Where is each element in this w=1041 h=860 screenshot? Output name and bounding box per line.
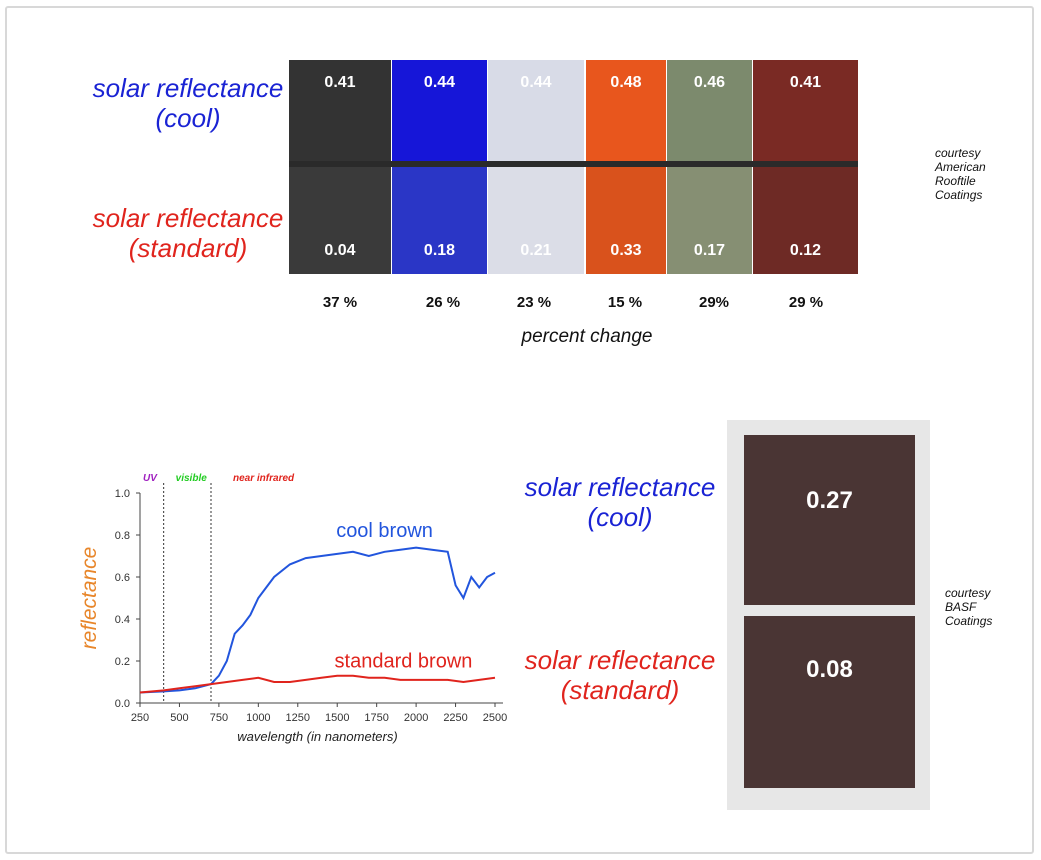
basf-standard-value: 0.08	[806, 656, 853, 683]
y-tick-label: 0.4	[115, 614, 130, 626]
courtesy-line: Rooftile	[935, 174, 976, 188]
tile-cool-value: 0.44	[423, 74, 456, 91]
tile-cool-value: 0.48	[610, 74, 642, 91]
tile-cool-value: 0.41	[789, 74, 822, 91]
basf-standard-swatch: 0.08	[744, 616, 915, 788]
tile-cool: 0.41	[753, 60, 858, 161]
x-tick-label: 250	[131, 712, 149, 724]
top-cool-label: solar reflectance (cool)	[88, 73, 288, 133]
top-standard-label: solar reflectance (standard)	[88, 203, 288, 263]
y-tick-label: 1.0	[115, 488, 130, 500]
tile-cool-value: 0.44	[520, 74, 552, 91]
x-tick-label: 2250	[443, 712, 467, 724]
region-label: visible	[176, 473, 208, 484]
x-tick-label: 750	[210, 712, 228, 724]
percent-change-value: 37 %	[322, 294, 358, 311]
tile-row-divider	[289, 161, 858, 167]
tile-cool-value: 0.41	[324, 74, 356, 91]
region-label: UV	[143, 473, 158, 484]
x-tick-label: 2000	[404, 712, 428, 724]
y-tick-label: 0.0	[115, 698, 130, 710]
tile-standard-value: 0.18	[423, 242, 456, 259]
percent-change-value: 23 %	[516, 294, 552, 311]
tile-cool-value: 0.46	[693, 74, 726, 91]
percent-change-value: 29 %	[788, 294, 824, 311]
x-tick-label: 500	[170, 712, 188, 724]
tile-standard-value: 0.21	[520, 242, 552, 259]
courtesy-line: BASF	[945, 600, 977, 614]
x-tick-label: 2500	[483, 712, 507, 724]
series-line	[139, 546, 496, 694]
basf-standard-label-line1: solar reflectance	[524, 645, 716, 675]
tile-standard-value: 0.17	[693, 242, 726, 259]
basf-cool-value: 0.27	[806, 487, 853, 514]
series-label: cool brown	[336, 520, 433, 542]
basf-standard-label: solar reflectance (standard)	[520, 645, 720, 705]
courtesy-line: courtesy	[935, 146, 981, 160]
tile-cool: 0.46	[667, 60, 752, 161]
y-tick-label: 0.8	[115, 530, 130, 542]
tile-standard: 0.04	[289, 167, 391, 274]
tile-standard: 0.12	[753, 167, 858, 274]
basf-courtesy: courtesy BASF Coatings	[945, 586, 992, 628]
tile-standard-value: 0.04	[324, 242, 356, 259]
top-cool-label-line1: solar reflectance	[92, 73, 284, 103]
basf-cool-swatch: 0.27	[744, 435, 915, 605]
tile-cool: 0.44	[488, 60, 584, 161]
percent-change-value: 29%	[698, 294, 730, 311]
tile-standard-value: 0.12	[789, 242, 822, 259]
y-tick-label: 0.2	[115, 656, 130, 668]
tile-cool: 0.44	[392, 60, 487, 161]
basf-standard-label-line2: (standard)	[560, 675, 680, 705]
top-standard-label-line2: (standard)	[128, 233, 248, 263]
courtesy-line: Coatings	[935, 188, 983, 202]
x-tick-label: 1000	[246, 712, 270, 724]
x-tick-label: 1500	[325, 712, 349, 724]
courtesy-line: Coatings	[945, 614, 993, 628]
percent-change-value: 15 %	[607, 294, 643, 311]
top-cool-label-line2: (cool)	[155, 103, 221, 133]
x-tick-label: 1250	[286, 712, 310, 724]
top-courtesy: courtesy American Rooftile Coatings	[935, 146, 986, 202]
tile-cool: 0.48	[586, 60, 666, 161]
series-line	[139, 674, 496, 694]
percent-change-label: percent change	[521, 326, 653, 347]
basf-cool-label-line1: solar reflectance	[524, 472, 716, 502]
tile-standard-value: 0.33	[610, 242, 642, 259]
courtesy-line: American	[935, 160, 986, 174]
x-tick-label: 1750	[364, 712, 388, 724]
percent-change-value: 26 %	[425, 294, 461, 311]
tile-standard: 0.18	[392, 167, 487, 274]
basf-cool-label: solar reflectance (cool)	[520, 472, 720, 532]
basf-cool-label-line2: (cool)	[587, 502, 653, 532]
tile-standard: 0.21	[488, 167, 584, 274]
basf-panel: 0.27 0.08	[727, 420, 930, 810]
y-tick-label: 0.6	[115, 572, 130, 584]
series-label: standard brown	[335, 650, 473, 672]
y-axis-label: reflectance	[78, 547, 101, 650]
tile-cool: 0.41	[289, 60, 391, 161]
tile-standard: 0.17	[667, 167, 752, 274]
courtesy-line: courtesy	[945, 586, 991, 600]
region-label: near infrared	[233, 473, 295, 484]
reflectance-chart: 0.0 0.2 0.4 0.6 0.8 1.0 250 500 750 1000 1250 1500 1…	[78, 473, 507, 744]
tile-standard: 0.33	[586, 167, 666, 274]
x-axis-label: wavelength (in nanometers)	[237, 729, 397, 744]
top-standard-label-line1: solar reflectance	[92, 203, 284, 233]
